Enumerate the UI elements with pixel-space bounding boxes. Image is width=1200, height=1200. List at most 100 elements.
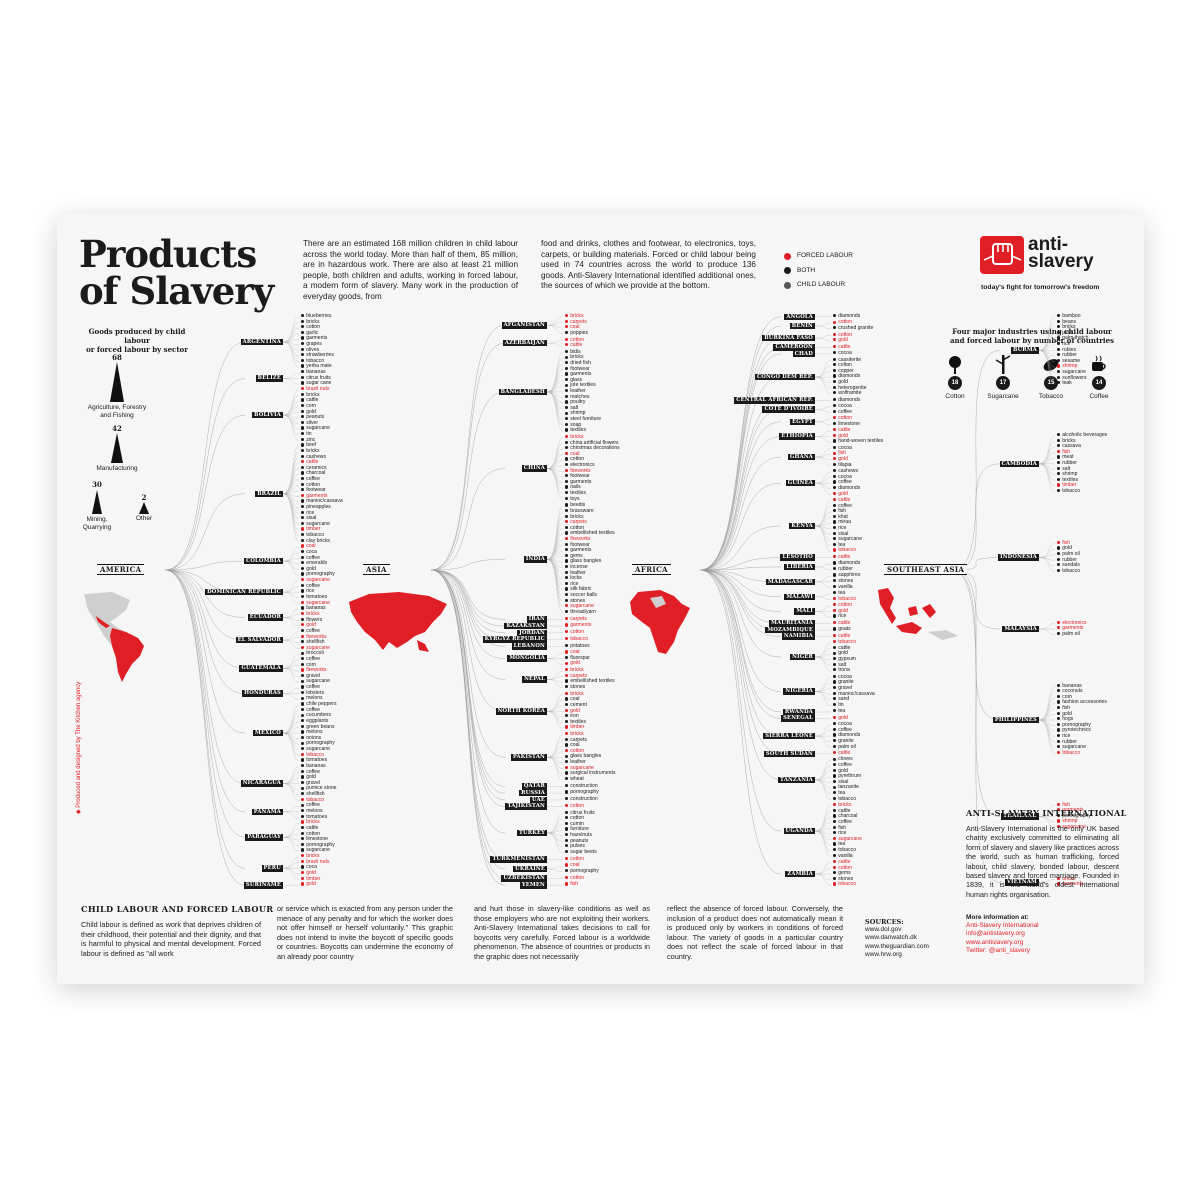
country-product-link xyxy=(282,401,300,416)
product-dot-icon xyxy=(565,650,569,654)
product-item: fish xyxy=(833,451,846,457)
product-item: tobacco xyxy=(301,358,324,365)
product-dot-icon xyxy=(301,876,305,880)
product-dot-icon xyxy=(565,708,569,712)
country-label: BRAZIL xyxy=(255,490,283,498)
product-dot-icon xyxy=(833,685,837,690)
source-link[interactable]: www.theguardian.com xyxy=(865,942,929,950)
twitter-link[interactable]: Twitter: @anti_slavery xyxy=(966,946,1031,954)
country-product-link xyxy=(814,656,832,672)
country-product-link xyxy=(1038,344,1056,351)
country-product-link xyxy=(546,460,564,469)
region-country-link xyxy=(164,569,246,886)
product-dot-icon xyxy=(565,810,569,814)
product-dot-icon xyxy=(565,520,569,524)
product-item: electronics xyxy=(565,462,595,469)
source-link[interactable]: www.dol.gov xyxy=(865,926,902,934)
product-item: bricks xyxy=(565,691,584,698)
source-link[interactable]: www.danwatch.dk xyxy=(865,934,918,942)
country-product-link xyxy=(546,652,564,659)
product-dot-icon xyxy=(1057,546,1061,550)
country-label: PAKISTAN xyxy=(510,754,547,761)
sector-value: 2 xyxy=(141,493,147,502)
anti-slavery-logo: anti- slavery xyxy=(980,235,1094,274)
product-dot-icon xyxy=(565,400,569,404)
product-item: bricks xyxy=(565,667,584,674)
region-country-link xyxy=(699,316,782,571)
more-info: More information at: Anti-Slavery Intern… xyxy=(966,914,1039,955)
product-dot-icon xyxy=(833,554,837,559)
product-dot-icon xyxy=(833,462,837,466)
product-dot-icon xyxy=(833,542,837,547)
product-dot-icon xyxy=(301,668,305,672)
country-product-link xyxy=(814,642,832,658)
product-item: cotton xyxy=(565,337,584,344)
product-item: beedis xyxy=(565,503,585,509)
product-item: cassava xyxy=(1057,443,1081,450)
product-item: rice xyxy=(833,525,846,532)
product-dot-icon xyxy=(833,633,837,638)
product-dot-icon xyxy=(565,330,569,335)
region-country-link xyxy=(699,347,782,571)
product-dot-icon xyxy=(1057,364,1061,368)
product-dot-icon xyxy=(565,875,569,879)
product-dot-icon xyxy=(565,623,569,627)
product-dot-icon xyxy=(833,469,837,473)
region-country-link xyxy=(164,569,246,669)
product-item: pornography xyxy=(301,842,335,849)
product-dot-icon xyxy=(1057,722,1061,727)
product-item: pornography xyxy=(565,868,599,875)
product-item: cattle xyxy=(833,645,850,652)
product-item: garments xyxy=(301,336,327,342)
product-item: rice xyxy=(833,830,846,837)
product-item: clay bricks xyxy=(301,538,330,545)
product-item: gold xyxy=(301,870,316,877)
region-country-link xyxy=(699,569,782,832)
connection-lines xyxy=(164,316,1056,886)
country-label: BURKINA FASO xyxy=(762,334,815,342)
product-item: teak xyxy=(1057,380,1072,387)
product-item: diamonds xyxy=(833,733,860,739)
country-product-link xyxy=(546,380,564,393)
product-item: electronics xyxy=(1057,620,1087,627)
country-product-link xyxy=(546,824,564,834)
product-item: cashews xyxy=(301,454,326,461)
products-tree: ARGENTINA blueberries bricks cotton garlic ga… xyxy=(57,214,1144,984)
product-item: sugarcane xyxy=(301,577,330,584)
product-dot-icon xyxy=(301,859,305,864)
country-label: INDIA xyxy=(523,556,547,563)
country-product-link xyxy=(282,639,300,649)
country-label: GHANA xyxy=(787,453,815,461)
sector-spike-icon xyxy=(110,362,124,402)
region-country-link xyxy=(430,559,506,571)
product-dot-icon xyxy=(1057,717,1061,721)
product-dot-icon xyxy=(1057,347,1061,351)
country-product-link xyxy=(546,745,564,758)
product-item: gold xyxy=(833,491,848,498)
product-dot-icon xyxy=(565,661,569,665)
product-dot-icon xyxy=(565,668,569,672)
product-dot-icon xyxy=(565,314,569,318)
product-item: poultry xyxy=(565,399,585,406)
email-link[interactable]: info@antislavery.org xyxy=(966,930,1025,938)
product-item: bricks xyxy=(301,392,320,399)
product-dot-icon xyxy=(1057,325,1061,329)
country-product-link xyxy=(282,668,300,683)
product-item: carpets xyxy=(565,737,587,744)
country-label: TANZANIA xyxy=(778,776,815,784)
asi-link[interactable]: Anti-Slavery International xyxy=(966,922,1039,930)
product-item: cocoa xyxy=(833,721,852,728)
website-link[interactable]: www.antislavery.org xyxy=(966,938,1024,946)
product-item: bricks xyxy=(301,448,320,455)
country-product-link xyxy=(282,586,300,593)
region-country-link xyxy=(699,569,782,612)
product-item: gravel xyxy=(301,780,320,787)
product-item: broccoli xyxy=(301,651,324,657)
product-item: leather xyxy=(565,759,586,766)
product-dot-icon xyxy=(833,847,837,852)
country-product-link xyxy=(282,828,300,838)
product-dot-icon xyxy=(565,849,569,854)
source-link[interactable]: www.hrw.org xyxy=(865,950,902,958)
product-item: carpets xyxy=(565,673,587,680)
product-dot-icon xyxy=(565,496,569,500)
